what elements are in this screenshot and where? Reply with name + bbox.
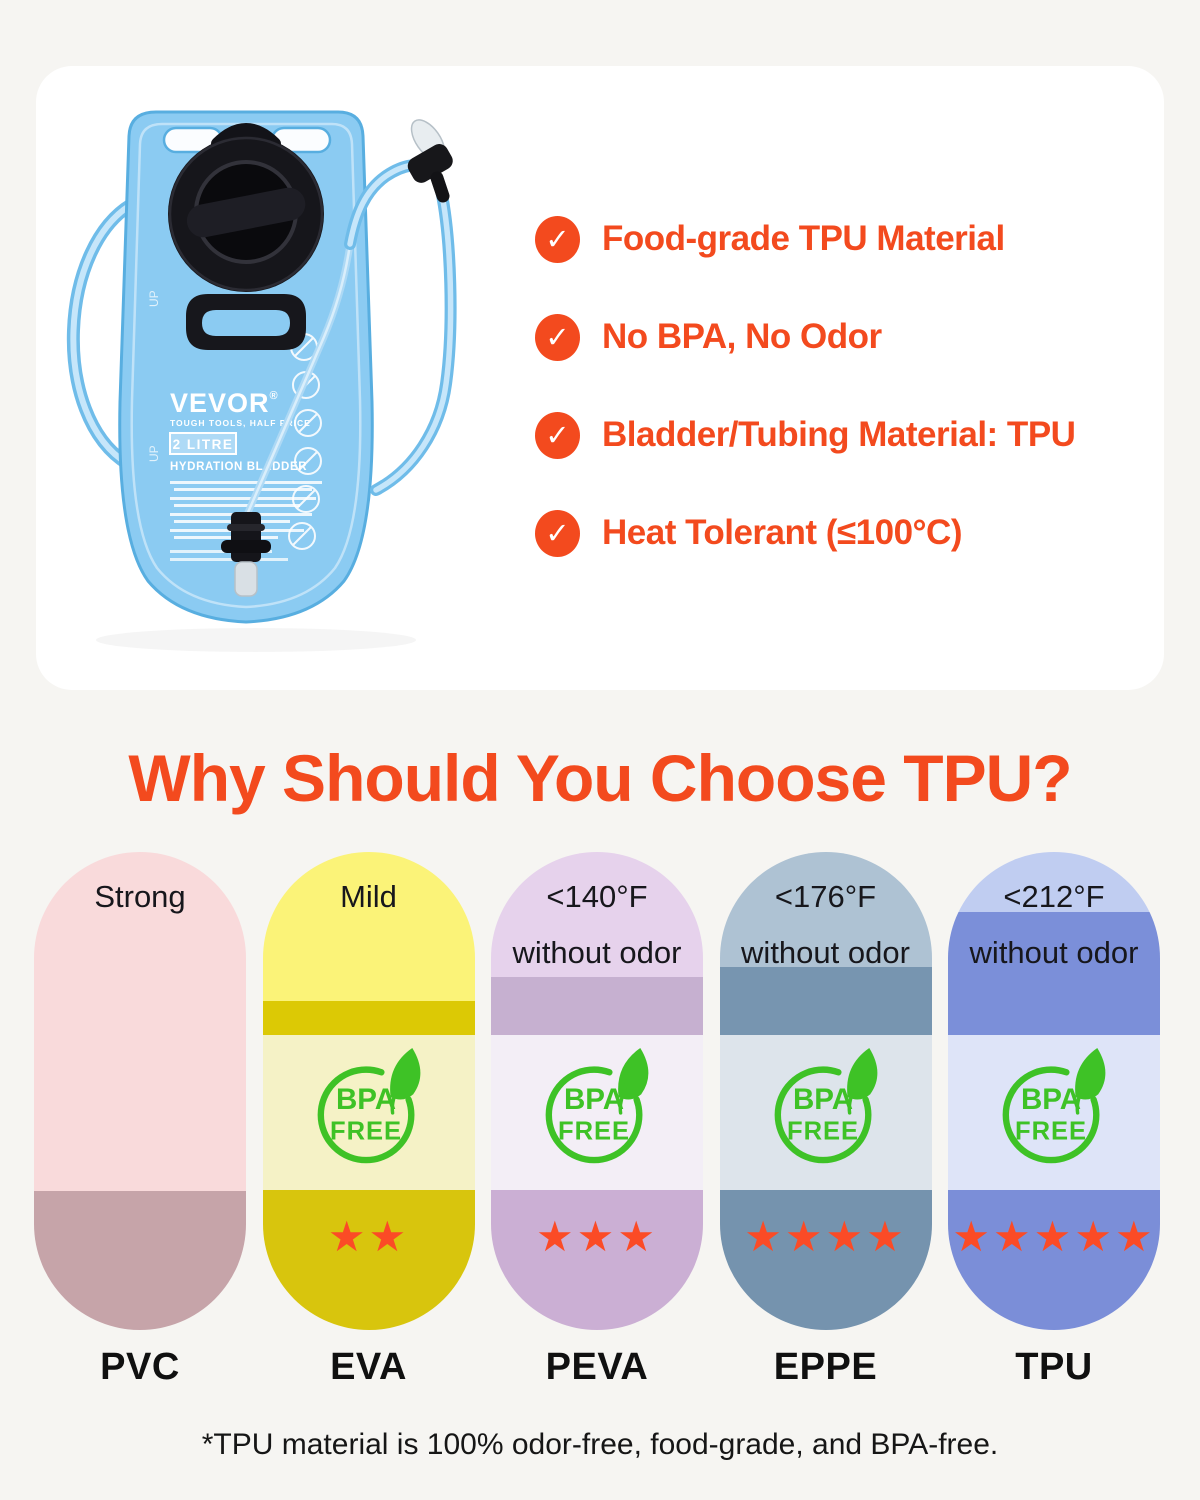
footnote: *TPU material is 100% odor-free, food-gr… <box>201 1428 999 1461</box>
material-comparison-chart: Strong PVC Mild BPA FREE ★★ EVA <140°F without o… <box>0 852 1200 1412</box>
feature-list: ✓ Food-grade TPU Material ✓ No BPA, No O… <box>535 215 1076 608</box>
pill-section-band <box>491 977 703 1035</box>
star-rating: ★★★★★ <box>952 1212 1156 1261</box>
check-icon: ✓ <box>535 215 580 263</box>
material-column-eva: Mild BPA FREE ★★ EVA <box>262 852 475 1397</box>
pill-section-bottom <box>948 1190 1160 1330</box>
material-property-label: <212°F <box>1003 879 1105 914</box>
pill-section-band <box>262 1001 475 1035</box>
material-property-label: Mild <box>340 879 397 914</box>
feature-label: Bladder/Tubing Material: TPU <box>602 415 1076 454</box>
pill-section-top <box>491 852 703 977</box>
pill-section-top <box>719 852 932 967</box>
feature-item: ✓ Food-grade TPU Material <box>535 215 1075 263</box>
bag-up-label: UP <box>147 290 161 307</box>
product-card: UP UP VEVOR® TOUGH TOOLS, HALF PRICE 2 L… <box>36 66 1164 690</box>
bpa-free-badge: BPA FREE <box>310 1042 428 1172</box>
material-pill: Strong <box>34 852 246 1330</box>
check-icon: ✓ <box>535 411 580 459</box>
material-odor-label: without odor <box>969 935 1139 970</box>
cap-top-loop <box>211 123 281 151</box>
material-pill: <212°F without odor BPA FREE ★★★★★ <box>948 852 1160 1330</box>
pill-section-band <box>948 912 1160 1035</box>
star-rating: ★★ <box>327 1212 410 1261</box>
svg-text:BPA: BPA <box>335 1083 395 1116</box>
material-name-label: PEVA <box>545 1346 649 1388</box>
pill-section-bottom <box>491 1190 703 1330</box>
material-pill: <140°F without odor BPA FREE ★★★ <box>491 852 703 1330</box>
pill-section-top <box>948 852 1160 912</box>
check-icon: ✓ <box>535 509 580 557</box>
feature-item: ✓ Bladder/Tubing Material: TPU <box>535 411 1076 459</box>
material-name-label: EPPE <box>773 1346 878 1388</box>
feature-item: ✓ Heat Tolerant (≤100°C) <box>535 509 1075 557</box>
pill-section-middle <box>262 1035 475 1190</box>
material-pill: <176°F without odor BPA FREE ★★★★ <box>719 852 932 1330</box>
material-property-label: Strong <box>94 879 186 914</box>
pill-section-top <box>34 852 246 1191</box>
bpa-free-badge: BPA FREE <box>995 1042 1113 1172</box>
pill-section-middle <box>948 1035 1160 1190</box>
pill-section-bottom <box>262 1190 475 1330</box>
material-column-peva: <140°F without odor BPA FREE ★★★ PEVA <box>491 852 703 1397</box>
pill-section-top <box>262 852 475 1001</box>
material-property-label: <176°F <box>774 879 877 914</box>
pill-section-band <box>719 967 932 1035</box>
material-name-label: PVC <box>100 1346 180 1388</box>
material-column-pvc: Strong PVC <box>34 852 246 1397</box>
material-column-tpu: <212°F without odor BPA FREE ★★★★★ TPU <box>948 852 1160 1397</box>
pill-section-middle <box>491 1035 703 1190</box>
bag-support-lines <box>170 550 288 561</box>
bag-up-label-2: UP <box>147 445 161 462</box>
pill-section-bottom <box>719 1190 932 1330</box>
material-name-label: EVA <box>330 1346 407 1388</box>
svg-text:BPA: BPA <box>792 1083 852 1116</box>
svg-text:FREE: FREE <box>558 1117 630 1145</box>
bag-care-icons <box>288 333 322 550</box>
bag-connector <box>221 512 271 597</box>
pill-section-middle <box>719 1035 932 1190</box>
feature-label: Food-grade TPU Material <box>602 219 1005 258</box>
svg-text:BPA: BPA <box>1021 1083 1081 1116</box>
star-rating: ★★★ <box>536 1212 658 1261</box>
svg-text:BPA: BPA <box>564 1083 624 1116</box>
bag-size-badge-box <box>169 432 237 455</box>
feature-label: Heat Tolerant (≤100°C) <box>602 513 962 552</box>
svg-text:FREE: FREE <box>787 1117 859 1145</box>
svg-text:FREE: FREE <box>330 1117 402 1145</box>
svg-text:FREE: FREE <box>1015 1117 1087 1145</box>
bag-product-name: HYDRATION BLADDER <box>170 461 307 473</box>
section-title: Why Should You Choose TPU? <box>128 741 1072 815</box>
check-icon: ✓ <box>535 313 580 361</box>
material-pill: Mild BPA FREE ★★ <box>262 852 475 1330</box>
bpa-free-badge: BPA FREE <box>767 1042 885 1172</box>
bag-size-badge: 2 LITRE <box>173 437 234 452</box>
star-rating: ★★★★ <box>744 1212 907 1261</box>
bite-valve <box>407 119 453 203</box>
material-property-label: <140°F <box>546 879 648 914</box>
bag-tagline: TOUGH TOOLS, HALF PRICE <box>170 418 311 428</box>
cap-grip-bar <box>186 187 306 238</box>
feature-item: ✓ No BPA, No Odor <box>535 313 1075 361</box>
material-name-label: TPU <box>1015 1346 1093 1388</box>
bag-handle <box>186 294 306 350</box>
bag-brand-logo: VEVOR® <box>170 388 279 418</box>
material-odor-label: without odor <box>741 935 910 970</box>
material-column-eppe: <176°F without odor BPA FREE ★★★★ EPPE <box>719 852 932 1397</box>
material-odor-label: without odor <box>512 935 682 970</box>
feature-label: No BPA, No Odor <box>602 317 882 356</box>
pill-section-bottom <box>34 1191 246 1330</box>
product-photo-hydration-bladder: UP UP VEVOR® TOUGH TOOLS, HALF PRICE 2 L… <box>66 110 457 652</box>
bpa-free-badge: BPA FREE <box>538 1042 656 1172</box>
